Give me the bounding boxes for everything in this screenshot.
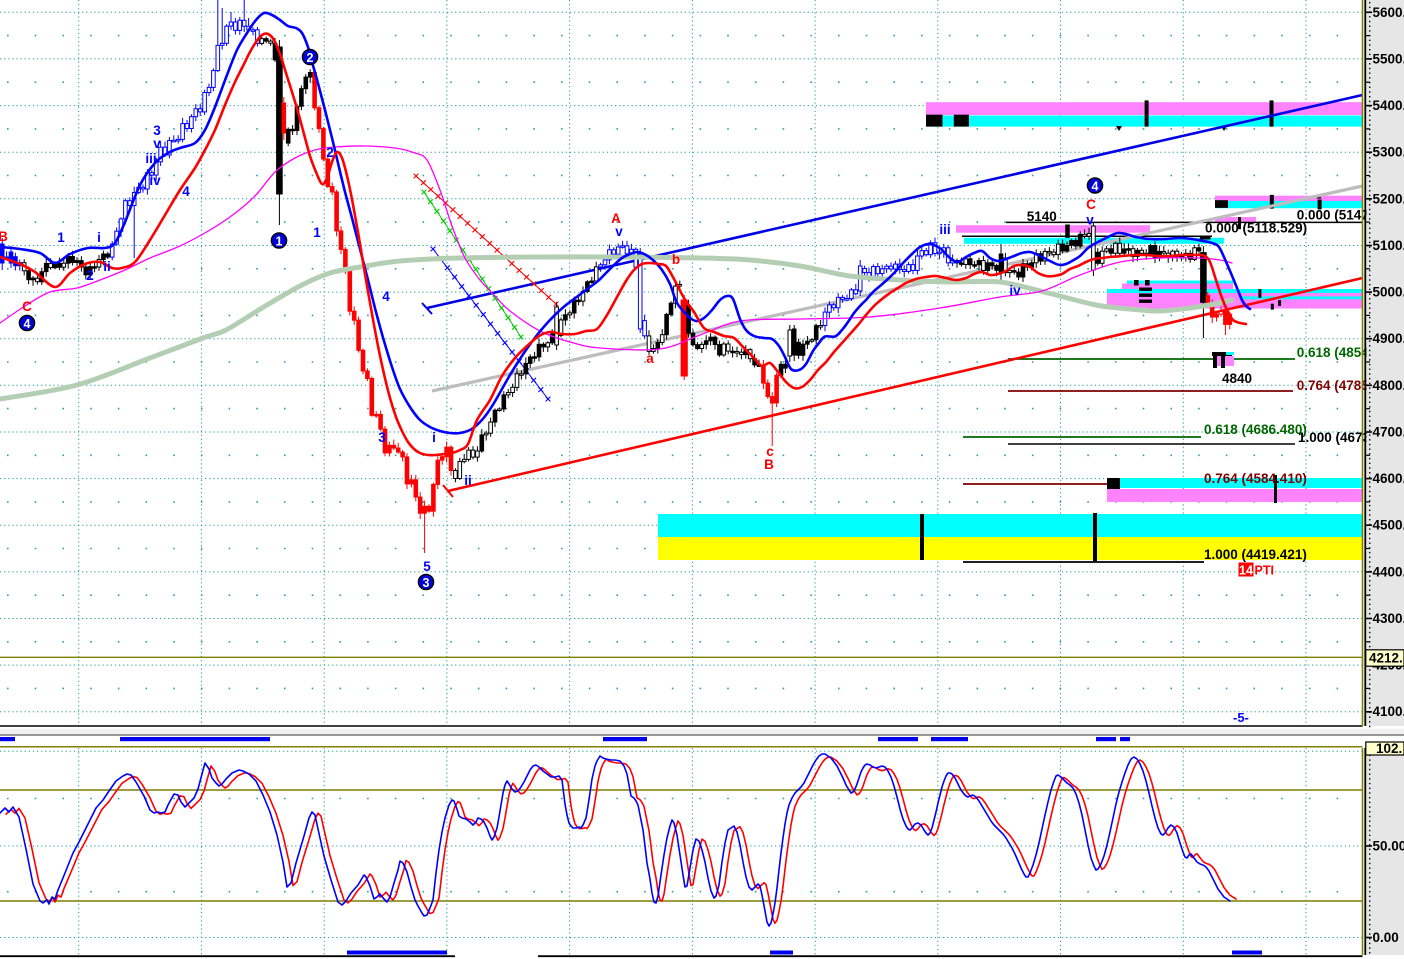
svg-text:4600.: 4600. [1373, 471, 1404, 486]
svg-text:4840: 4840 [1222, 371, 1252, 386]
svg-text:4900.: 4900. [1373, 331, 1404, 346]
svg-text:5500.: 5500. [1373, 51, 1404, 66]
svg-text:A: A [611, 211, 621, 226]
svg-text:4800.: 4800. [1373, 378, 1404, 393]
svg-text:4: 4 [1092, 179, 1099, 193]
svg-text:C: C [1086, 197, 1096, 212]
svg-text:4400.: 4400. [1373, 564, 1404, 579]
svg-text:0.764 (4785: 0.764 (4785 [1297, 378, 1370, 393]
svg-text:3: 3 [378, 430, 386, 445]
svg-text:v: v [153, 136, 161, 151]
svg-text:iv: iv [149, 173, 161, 188]
svg-text:4212.: 4212. [1369, 651, 1403, 666]
svg-text:b: b [672, 252, 680, 267]
svg-text:5600.: 5600. [1373, 5, 1404, 20]
svg-text:0.000 (5118.529): 0.000 (5118.529) [1205, 221, 1307, 236]
svg-text:a: a [646, 351, 654, 366]
svg-text:3: 3 [153, 123, 161, 138]
svg-text:4300.: 4300. [1373, 611, 1404, 626]
svg-text:1: 1 [57, 230, 65, 245]
svg-text:14: 14 [1239, 564, 1253, 578]
svg-text:4: 4 [24, 317, 31, 331]
svg-text:i: i [432, 430, 436, 445]
svg-text:50.00: 50.00 [1373, 839, 1404, 854]
svg-text:5200.: 5200. [1373, 191, 1404, 206]
svg-text:0.618 (4686.480): 0.618 (4686.480) [1204, 422, 1307, 437]
svg-text:5400.: 5400. [1373, 98, 1404, 113]
svg-text:i: i [97, 230, 101, 245]
svg-text:2: 2 [326, 145, 334, 160]
svg-text:5000.: 5000. [1373, 285, 1404, 300]
svg-text:-5-: -5- [1233, 710, 1249, 725]
svg-text:0.00: 0.00 [1373, 930, 1399, 945]
svg-text:0.618 (4854: 0.618 (4854 [1297, 345, 1370, 360]
svg-text:1.000 (4673: 1.000 (4673 [1298, 430, 1371, 445]
svg-text:iii: iii [939, 222, 950, 237]
svg-text:C: C [22, 299, 32, 314]
svg-text:1: 1 [276, 234, 283, 248]
svg-text:PTI: PTI [1255, 564, 1274, 578]
svg-text:2: 2 [307, 51, 314, 65]
svg-text:c: c [766, 444, 774, 459]
svg-text:1.000 (4419.421): 1.000 (4419.421) [1204, 547, 1307, 562]
svg-text:2: 2 [86, 268, 94, 283]
svg-text:5300.: 5300. [1373, 145, 1404, 160]
svg-text:5140: 5140 [1027, 209, 1057, 224]
svg-text:4100.: 4100. [1373, 704, 1404, 719]
svg-text:5: 5 [423, 559, 431, 574]
svg-text:3: 3 [423, 576, 430, 590]
svg-text:B: B [0, 229, 8, 244]
svg-text:4500.: 4500. [1373, 518, 1404, 533]
svg-text:4: 4 [382, 289, 390, 304]
svg-text:0.764 (4584.410): 0.764 (4584.410) [1204, 471, 1307, 486]
svg-text:5100.: 5100. [1373, 238, 1404, 253]
svg-text:v: v [1086, 213, 1094, 228]
svg-text:B: B [764, 457, 774, 472]
svg-text:iv: iv [1009, 283, 1021, 298]
svg-text:iii: iii [145, 151, 156, 166]
svg-text:4: 4 [182, 184, 190, 199]
svg-text:4700.: 4700. [1373, 425, 1404, 440]
svg-text:0.000 (5147: 0.000 (5147 [1297, 208, 1369, 223]
svg-text:102.: 102. [1376, 741, 1402, 756]
svg-text:ii: ii [464, 473, 472, 488]
svg-text:v: v [615, 224, 623, 239]
svg-text:1: 1 [313, 225, 321, 240]
svg-text:ii: ii [103, 259, 111, 274]
